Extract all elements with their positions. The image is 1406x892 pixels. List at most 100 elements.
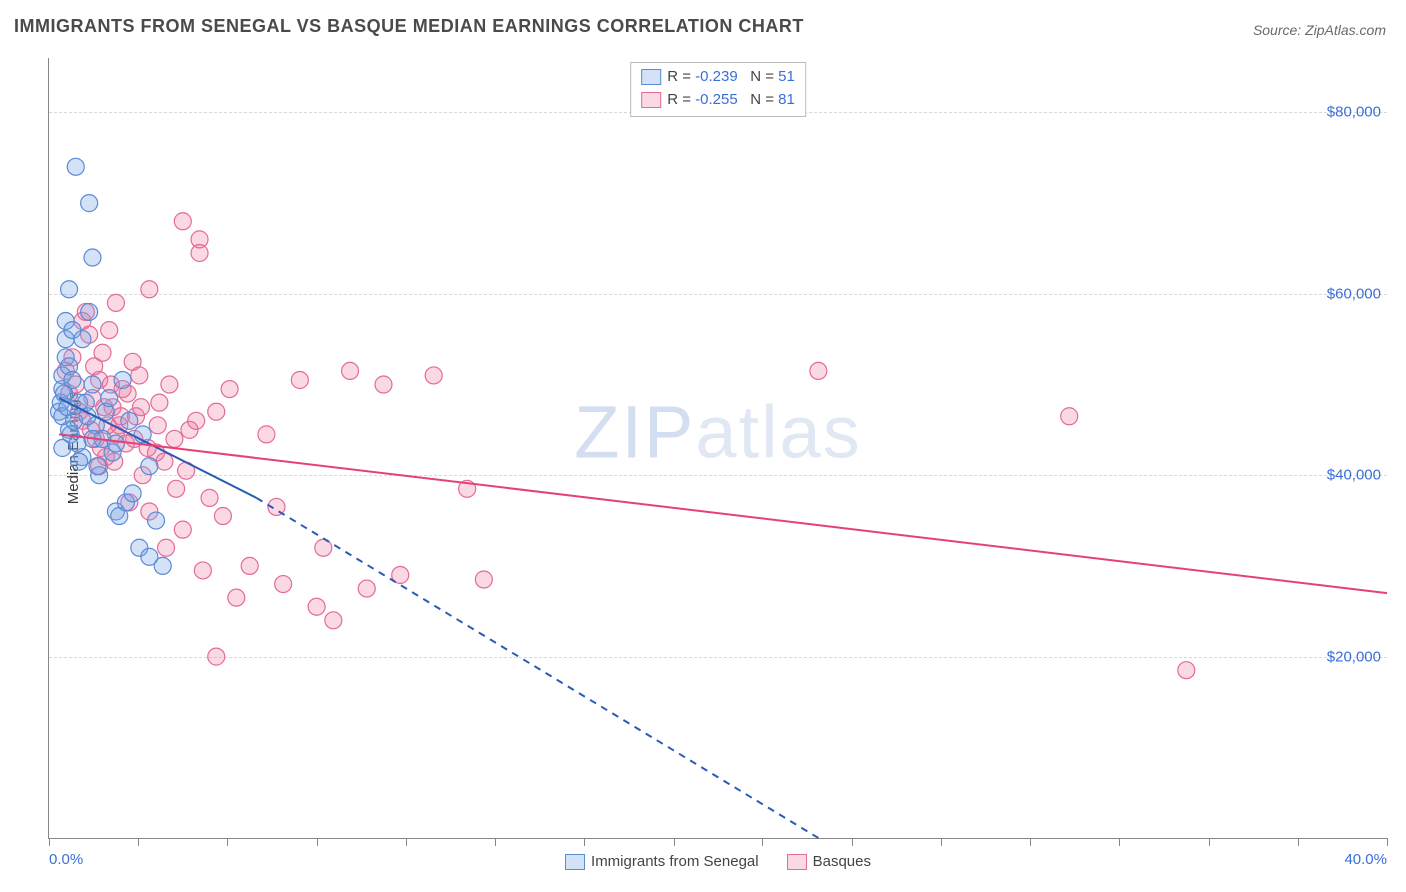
legend-stat-row-senegal: R = -0.239 N = 51 bbox=[641, 66, 795, 89]
x-tick bbox=[406, 838, 407, 846]
legend-swatch bbox=[565, 854, 585, 870]
x-tick bbox=[138, 838, 139, 846]
data-point-basques bbox=[342, 362, 359, 379]
data-point-basques bbox=[221, 381, 238, 398]
data-point-basques bbox=[91, 371, 108, 388]
legend-item-senegal: Immigrants from Senegal bbox=[565, 853, 759, 870]
data-point-basques bbox=[114, 381, 131, 398]
legend-swatch bbox=[787, 854, 807, 870]
data-point-senegal bbox=[107, 435, 124, 452]
x-tick bbox=[584, 838, 585, 846]
data-point-senegal bbox=[107, 503, 124, 520]
x-tick bbox=[1119, 838, 1120, 846]
x-tick bbox=[941, 838, 942, 846]
x-tick bbox=[495, 838, 496, 846]
data-point-basques bbox=[94, 344, 111, 361]
chart-svg bbox=[49, 58, 1387, 838]
gridline bbox=[49, 657, 1387, 658]
data-point-senegal bbox=[57, 331, 74, 348]
data-point-basques bbox=[87, 430, 104, 447]
chart-title: IMMIGRANTS FROM SENEGAL VS BASQUE MEDIAN… bbox=[14, 16, 804, 37]
y-tick-label: $20,000 bbox=[1327, 648, 1381, 665]
x-tick bbox=[1298, 838, 1299, 846]
data-point-basques bbox=[188, 412, 205, 429]
x-tick bbox=[852, 838, 853, 846]
data-point-basques bbox=[208, 403, 225, 420]
x-tick bbox=[674, 838, 675, 846]
data-point-basques bbox=[119, 385, 136, 402]
data-point-basques bbox=[174, 213, 191, 230]
watermark: ZIPatlas bbox=[574, 390, 861, 475]
legend-item-basques: Basques bbox=[787, 853, 871, 870]
data-point-basques bbox=[358, 580, 375, 597]
legend-stats: R = -0.239 N = 51R = -0.255 N = 81 bbox=[630, 62, 806, 117]
data-point-senegal bbox=[141, 548, 158, 565]
data-point-basques bbox=[375, 376, 392, 393]
legend-stat-text: R = -0.255 N = 81 bbox=[667, 89, 795, 112]
data-point-senegal bbox=[84, 430, 101, 447]
data-point-basques bbox=[57, 362, 74, 379]
data-point-basques bbox=[166, 430, 183, 447]
legend-swatch bbox=[641, 92, 661, 108]
data-point-basques bbox=[121, 494, 138, 511]
data-point-basques bbox=[156, 453, 173, 470]
x-tick bbox=[49, 838, 50, 846]
data-point-basques bbox=[101, 322, 118, 339]
data-point-basques bbox=[315, 539, 332, 556]
data-point-senegal bbox=[89, 458, 106, 475]
data-point-basques bbox=[67, 376, 84, 393]
legend-label: Basques bbox=[813, 853, 871, 870]
data-point-senegal bbox=[87, 417, 104, 434]
data-point-basques bbox=[308, 598, 325, 615]
data-point-basques bbox=[117, 435, 134, 452]
data-point-basques bbox=[82, 421, 99, 438]
data-point-senegal bbox=[81, 195, 98, 212]
data-point-basques bbox=[141, 503, 158, 520]
data-point-basques bbox=[96, 399, 113, 416]
data-point-basques bbox=[124, 353, 141, 370]
data-point-basques bbox=[475, 571, 492, 588]
data-point-senegal bbox=[134, 426, 151, 443]
data-point-basques bbox=[158, 539, 175, 556]
data-point-basques bbox=[178, 462, 195, 479]
data-point-basques bbox=[148, 444, 165, 461]
data-point-basques bbox=[92, 440, 109, 457]
regression-line-basques bbox=[59, 434, 1387, 593]
data-point-senegal bbox=[104, 444, 121, 461]
gridline bbox=[49, 475, 1387, 476]
data-point-senegal bbox=[61, 281, 78, 298]
data-point-senegal bbox=[64, 322, 81, 339]
data-point-senegal bbox=[61, 358, 78, 375]
x-tick bbox=[1209, 838, 1210, 846]
x-tick bbox=[762, 838, 763, 846]
data-point-basques bbox=[275, 576, 292, 593]
data-point-basques bbox=[107, 426, 124, 443]
data-point-senegal bbox=[97, 403, 114, 420]
data-point-basques bbox=[191, 231, 208, 248]
data-point-basques bbox=[112, 408, 129, 425]
data-point-basques bbox=[149, 417, 166, 434]
y-tick-label: $60,000 bbox=[1327, 285, 1381, 302]
data-point-basques bbox=[228, 589, 245, 606]
watermark-thin: atlas bbox=[695, 391, 861, 474]
data-point-senegal bbox=[121, 412, 138, 429]
data-point-basques bbox=[64, 349, 81, 366]
data-point-basques bbox=[168, 480, 185, 497]
data-point-basques bbox=[181, 421, 198, 438]
legend-swatch bbox=[641, 69, 661, 85]
data-point-basques bbox=[81, 326, 98, 343]
legend-series: Immigrants from Senegal Basques bbox=[565, 853, 871, 870]
data-point-basques bbox=[201, 489, 218, 506]
legend-stat-text: R = -0.239 N = 51 bbox=[667, 66, 795, 89]
data-point-basques bbox=[291, 371, 308, 388]
regression-line-senegal bbox=[256, 498, 818, 838]
data-point-basques bbox=[1178, 662, 1195, 679]
data-point-senegal bbox=[94, 430, 111, 447]
x-tick-label-last: 40.0% bbox=[1344, 851, 1387, 868]
data-point-senegal bbox=[131, 539, 148, 556]
data-point-basques bbox=[107, 294, 124, 311]
x-tick bbox=[1030, 838, 1031, 846]
data-point-senegal bbox=[81, 303, 98, 320]
data-point-basques bbox=[77, 303, 94, 320]
data-point-basques bbox=[127, 408, 144, 425]
